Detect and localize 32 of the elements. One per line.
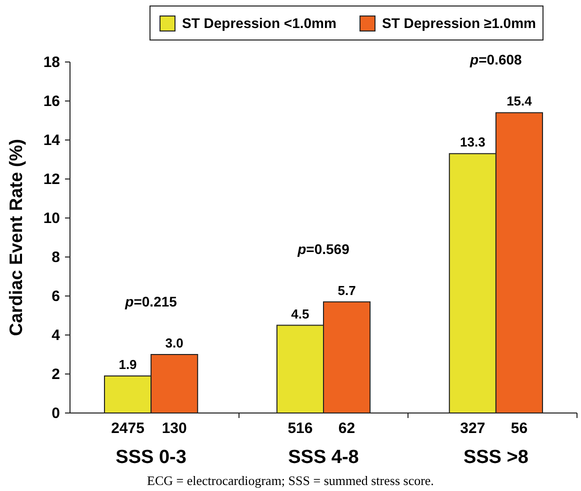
data-label: 13.3 [460,134,486,150]
y-tick-label: 16 [43,93,60,110]
y-tick-label: 18 [43,54,60,71]
y-tick-label: 6 [52,288,60,305]
y-tick-label: 2 [52,366,60,383]
data-label: 1.9 [118,356,137,372]
legend-label: ST Depression ≥1.0mm [382,15,536,31]
text: 516 [288,420,313,437]
y-tick-label: 10 [43,210,60,227]
data-label: 5.7 [338,282,356,298]
data-label: 3.0 [165,336,184,350]
annotation: p=0.569 [296,240,350,257]
legend-label: ST Depression <1.0mm [182,15,336,31]
x-tick-label: SSS >8 [463,447,528,468]
y-tick-label: 12 [43,171,60,188]
annotation: p=0.608 [469,52,522,68]
annotation: p=0.215 [124,294,178,310]
text: 327 [460,420,486,437]
text: ECG = electrocardiogram; SSS = summed stress score. [147,473,434,488]
y-axis-title: Cardiac Event Rate (%) [6,138,26,336]
text: 56 [510,420,528,437]
text: 130 [162,420,187,437]
x-tick-label: SSS 4-8 [288,447,359,468]
y-tick-label: 8 [52,249,60,266]
data-label: 4.5 [291,306,310,322]
y-tick-label: 0 [52,405,60,422]
y-tick-label: 14 [43,132,61,149]
x-tick-label: SSS 0-3 [116,447,186,468]
text: 2475 [111,420,144,437]
y-tick-label: 4 [52,327,61,344]
text: 62 [338,420,356,437]
data-label: 15.4 [506,94,533,109]
